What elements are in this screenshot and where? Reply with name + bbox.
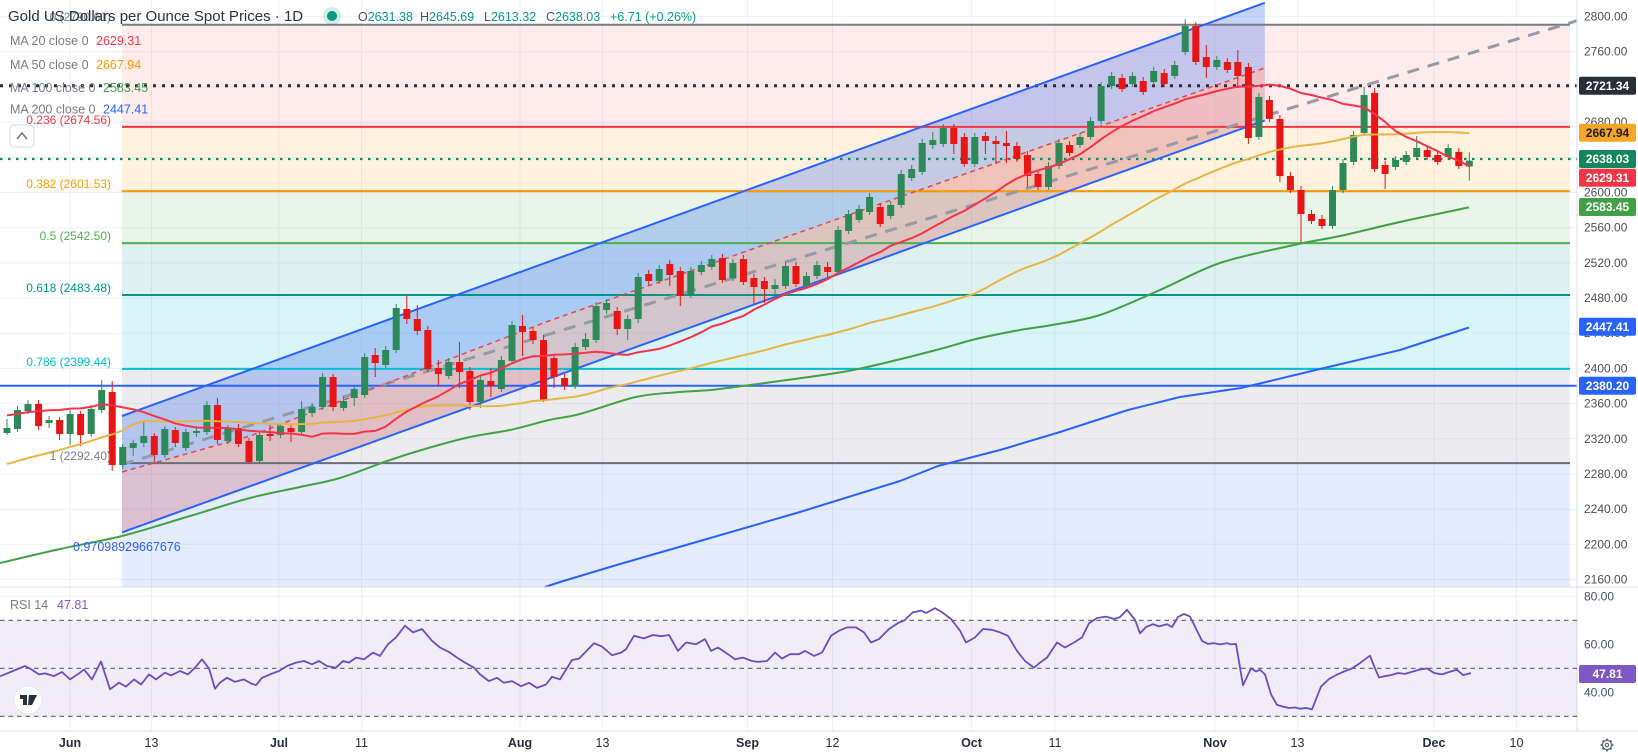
svg-text:Oct: Oct: [961, 736, 983, 750]
svg-text:H2645.69: H2645.69: [420, 10, 474, 24]
svg-text:2667.94: 2667.94: [1586, 126, 1630, 140]
svg-text:47.81: 47.81: [1592, 667, 1622, 681]
svg-text:47.81: 47.81: [57, 598, 88, 612]
svg-text:Gold US Dollars per Ounce Spot: Gold US Dollars per Ounce Spot Prices · …: [8, 8, 303, 25]
svg-text:2320.00: 2320.00: [1584, 432, 1628, 446]
svg-text:10: 10: [1510, 736, 1524, 750]
svg-text:2800.00: 2800.00: [1584, 10, 1628, 24]
svg-text:1 (2292.40): 1 (2292.40): [50, 449, 111, 463]
svg-text:13: 13: [145, 736, 159, 750]
svg-text:2380.20: 2380.20: [1586, 379, 1630, 393]
svg-text:2760.00: 2760.00: [1584, 45, 1628, 59]
svg-text:2200.00: 2200.00: [1584, 537, 1628, 551]
svg-text:0 (2790.61): 0 (2790.61): [50, 10, 111, 24]
svg-text:11: 11: [355, 736, 368, 750]
svg-text:2583.45: 2583.45: [103, 81, 148, 95]
svg-text:2360.00: 2360.00: [1584, 397, 1628, 411]
svg-text:2480.00: 2480.00: [1584, 291, 1628, 305]
svg-text:0.97098929667676: 0.97098929667676: [73, 540, 181, 554]
svg-text:2520.00: 2520.00: [1584, 256, 1628, 270]
svg-text:Jul: Jul: [270, 736, 288, 750]
svg-text:+6.71 (+0.26%): +6.71 (+0.26%): [610, 10, 696, 24]
svg-text:2240.00: 2240.00: [1584, 502, 1628, 516]
svg-text:C2638.03: C2638.03: [546, 10, 600, 24]
svg-text:Dec: Dec: [1423, 736, 1446, 750]
svg-text:2560.00: 2560.00: [1584, 221, 1628, 235]
svg-text:80.00: 80.00: [1584, 589, 1614, 603]
svg-text:Jun: Jun: [59, 736, 81, 750]
svg-text:0.786 (2399.44): 0.786 (2399.44): [26, 355, 111, 369]
svg-text:RSI 14: RSI 14: [10, 598, 48, 612]
svg-text:2447.41: 2447.41: [1586, 320, 1630, 334]
svg-text:2629.31: 2629.31: [1586, 171, 1630, 185]
svg-text:2667.94: 2667.94: [96, 58, 141, 72]
svg-text:40.00: 40.00: [1584, 685, 1614, 699]
svg-text:MA 50 close 0: MA 50 close 0: [10, 58, 89, 72]
svg-text:0.236 (2674.56): 0.236 (2674.56): [26, 113, 111, 127]
svg-text:MA 200 close 0: MA 200 close 0: [10, 103, 96, 117]
svg-text:MA 100 close 0: MA 100 close 0: [10, 81, 96, 95]
svg-text:MA 20 close 0: MA 20 close 0: [10, 34, 89, 48]
svg-text:60.00: 60.00: [1584, 637, 1614, 651]
svg-text:Aug: Aug: [508, 736, 532, 750]
svg-text:11: 11: [1049, 736, 1062, 750]
svg-text:13: 13: [1291, 736, 1305, 750]
svg-text:O2631.38: O2631.38: [358, 10, 413, 24]
svg-text:Nov: Nov: [1203, 736, 1227, 750]
svg-text:2638.03: 2638.03: [1586, 152, 1630, 166]
svg-text:0.618 (2483.48): 0.618 (2483.48): [26, 281, 111, 295]
svg-text:2280.00: 2280.00: [1584, 467, 1628, 481]
svg-text:2629.31: 2629.31: [96, 34, 141, 48]
svg-text:0.5 (2542.50): 0.5 (2542.50): [40, 229, 111, 243]
svg-text:Sep: Sep: [736, 736, 759, 750]
svg-text:0.382 (2601.53): 0.382 (2601.53): [26, 177, 111, 191]
svg-text:2600.00: 2600.00: [1584, 186, 1628, 200]
svg-text:2721.34: 2721.34: [1586, 79, 1630, 93]
svg-text:12: 12: [826, 736, 840, 750]
svg-text:2160.00: 2160.00: [1584, 573, 1628, 587]
svg-text:L2613.32: L2613.32: [484, 10, 536, 24]
svg-text:2583.45: 2583.45: [1586, 200, 1630, 214]
svg-text:13: 13: [596, 736, 610, 750]
svg-text:2400.00: 2400.00: [1584, 361, 1628, 375]
svg-text:2447.41: 2447.41: [103, 103, 148, 117]
